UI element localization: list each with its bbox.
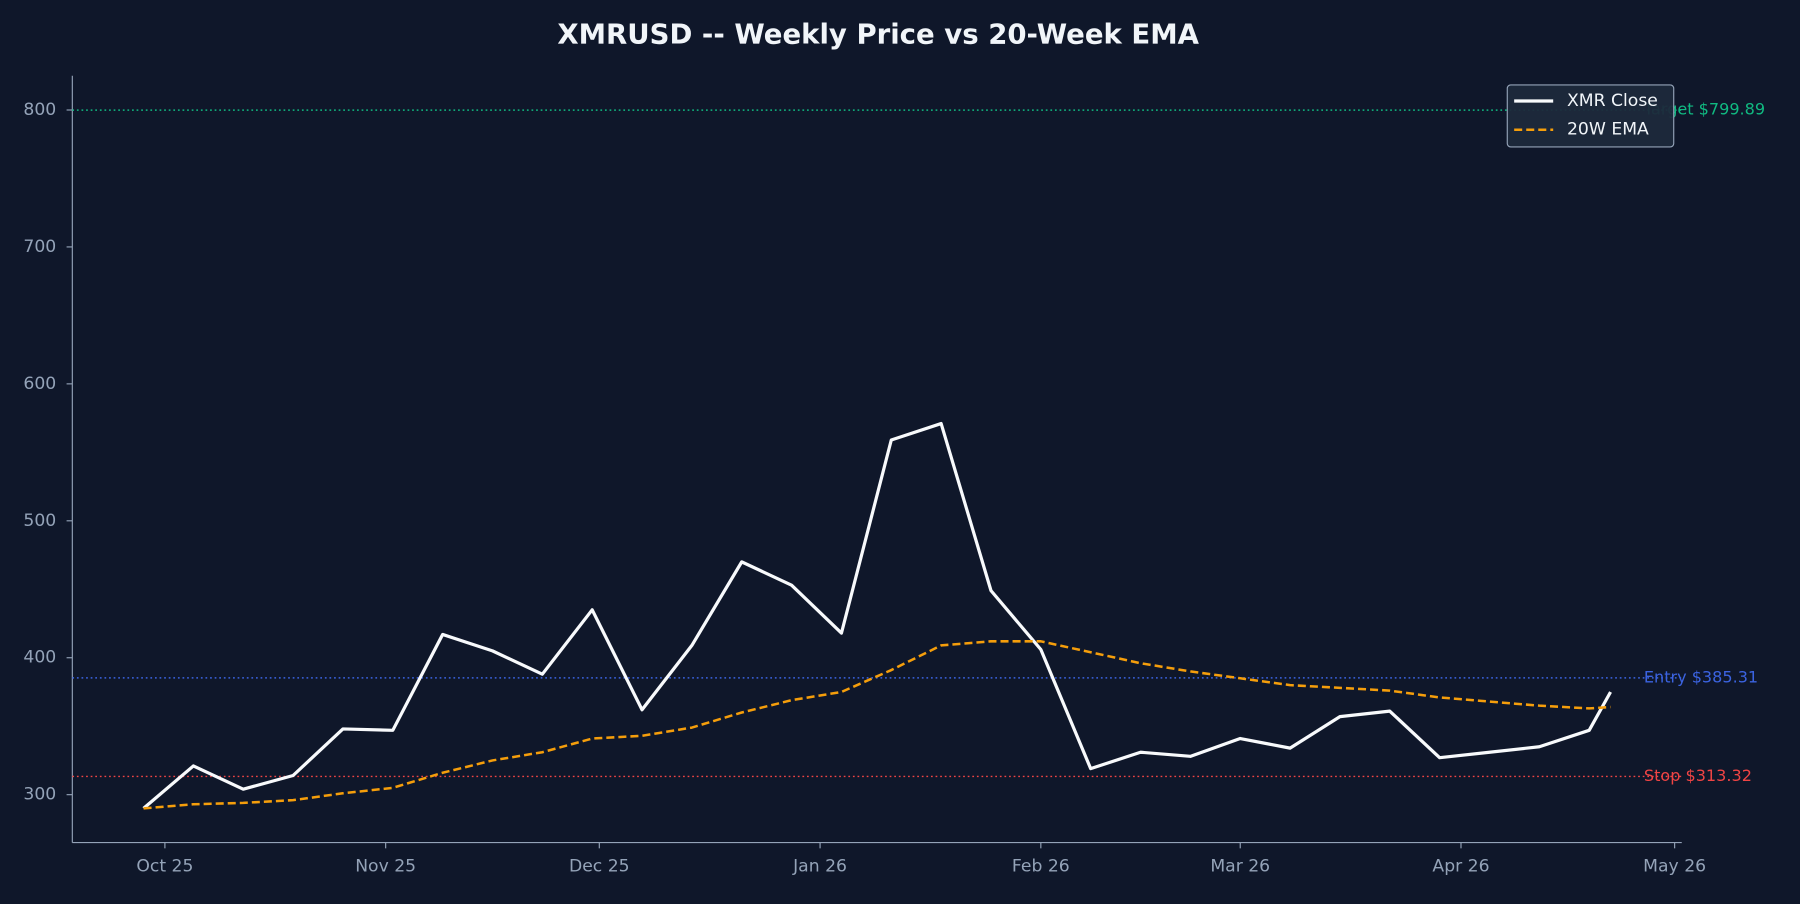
x-tick-label: Nov 25	[355, 857, 416, 877]
x-tick-label: Mar 26	[1210, 857, 1270, 877]
legend: XMR Close 20W EMA	[1506, 84, 1675, 148]
x-tick-label: Dec 25	[569, 857, 630, 877]
reference-label: Entry $385.31	[1644, 667, 1758, 686]
y-tick-label: 500	[23, 511, 56, 531]
y-tick-label: 700	[23, 237, 56, 257]
x-tick-label: May 26	[1643, 857, 1706, 877]
x-tick-label: Apr 26	[1432, 857, 1489, 877]
x-tick-label: Jan 26	[792, 857, 847, 877]
y-tick-label: 300	[23, 785, 56, 805]
series-line	[142, 421, 1612, 810]
legend-label: 20W EMA	[1567, 120, 1649, 140]
y-tick-label: 800	[23, 100, 56, 120]
series-line	[143, 640, 1611, 810]
x-tick-label: Oct 25	[136, 857, 193, 877]
reference-label: Stop $313.32	[1644, 766, 1752, 785]
y-tick-label: 600	[23, 374, 56, 394]
legend-label: XMR Close	[1567, 91, 1658, 111]
y-tick-label: 400	[23, 648, 56, 668]
x-tick-label: Feb 26	[1012, 857, 1070, 877]
chart-title: XMRUSD -- Weekly Price vs 20-Week EMA	[557, 19, 1199, 51]
